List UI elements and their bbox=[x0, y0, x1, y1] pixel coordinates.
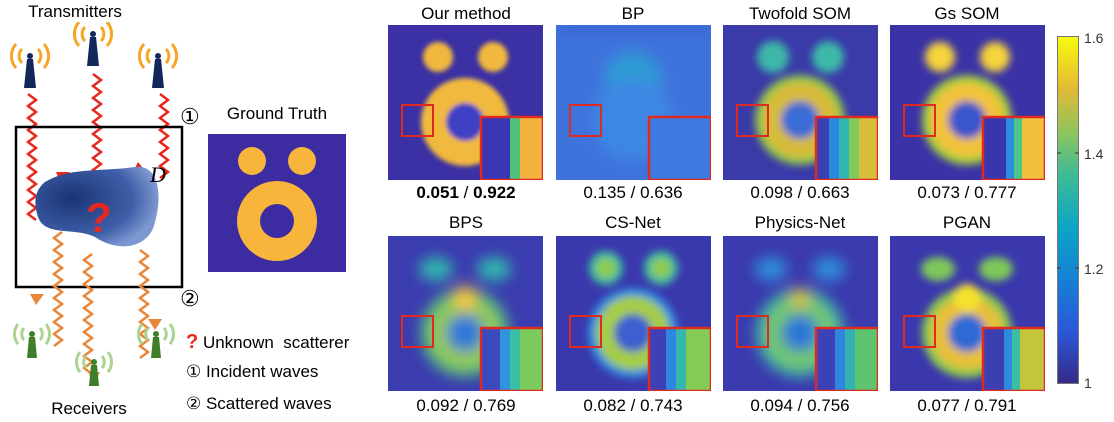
zoom-inset bbox=[647, 326, 711, 391]
zoom-inset bbox=[814, 115, 878, 180]
legend-unknown-mark: ? bbox=[186, 331, 199, 353]
transmitter-antenna-center bbox=[72, 22, 114, 66]
metric-b: 0.756 bbox=[807, 396, 850, 415]
panel-bp-image bbox=[556, 25, 711, 180]
legend-unknown-text: Unknown scatterer bbox=[202, 333, 350, 352]
zoom-inset bbox=[479, 326, 543, 391]
panel-title: Our method bbox=[421, 4, 511, 23]
metric-a: 0.135 bbox=[583, 183, 626, 202]
colorbar-tick: 1.2 bbox=[1084, 261, 1104, 277]
circled-two-marker: ② bbox=[180, 286, 200, 311]
receivers-label: Receivers bbox=[51, 399, 127, 418]
panel-title: BP bbox=[621, 4, 645, 23]
metric-a: 0.094 bbox=[750, 396, 793, 415]
colorbar-tick: 1.4 bbox=[1084, 146, 1104, 162]
panel-bps-image bbox=[388, 236, 543, 391]
panel-metric: 0.098 / 0.663 bbox=[720, 183, 880, 203]
zoom-inset bbox=[981, 115, 1045, 180]
metric-a: 0.077 bbox=[917, 396, 960, 415]
zoom-inset bbox=[647, 115, 711, 180]
domain-label: D bbox=[149, 162, 166, 187]
scattered-waves bbox=[51, 231, 151, 375]
receiver-antenna-right bbox=[137, 323, 175, 358]
ground-truth-title: Ground Truth bbox=[226, 104, 328, 123]
colorbar-tick: 1 bbox=[1084, 375, 1092, 391]
panel-title: Twofold SOM bbox=[748, 4, 852, 23]
transmitter-antenna-right bbox=[137, 43, 179, 88]
legend-unknown: ? Unknown scatterer bbox=[186, 331, 349, 354]
unknown-scatterer bbox=[35, 166, 159, 247]
panel-our-method-image bbox=[388, 25, 543, 180]
unknown-mark: ? bbox=[86, 194, 112, 241]
panel-pgan-image bbox=[890, 236, 1045, 391]
metric-b: 0.663 bbox=[807, 183, 850, 202]
metric-sep: / bbox=[458, 183, 474, 202]
panel-cs-net-image bbox=[556, 236, 711, 391]
colorbar bbox=[1057, 36, 1079, 384]
colorbar-tick: 1.6 bbox=[1084, 30, 1104, 46]
metric-a: 0.082 bbox=[583, 396, 626, 415]
metric-b: 0.743 bbox=[640, 396, 683, 415]
panel-metric: 0.073 / 0.777 bbox=[887, 183, 1047, 203]
zoom-inset bbox=[479, 115, 543, 180]
metric-a: 0.073 bbox=[917, 183, 960, 202]
domain-box bbox=[14, 125, 184, 289]
panel-gs-som-image bbox=[890, 25, 1045, 180]
metric-sep: / bbox=[792, 183, 808, 202]
receiver-antenna-left bbox=[13, 323, 51, 358]
metric-b: 0.769 bbox=[473, 396, 516, 415]
metric-sep: / bbox=[792, 396, 808, 415]
metric-sep: / bbox=[959, 396, 975, 415]
panel-metric: 0.051 / 0.922 bbox=[386, 183, 546, 203]
circled-one-marker: ① bbox=[180, 104, 200, 129]
transmitters-label: Transmitters bbox=[28, 2, 122, 21]
panel-metric: 0.092 / 0.769 bbox=[386, 396, 546, 416]
receiver-antenna-center bbox=[75, 351, 113, 386]
metric-b: 0.922 bbox=[473, 183, 516, 202]
metric-a: 0.092 bbox=[416, 396, 459, 415]
panel-title: CS-Net bbox=[605, 213, 661, 232]
metric-b: 0.791 bbox=[974, 396, 1017, 415]
panel-twofold-som-image bbox=[723, 25, 878, 180]
ground-truth-image bbox=[208, 134, 346, 272]
metric-sep: / bbox=[458, 396, 474, 415]
panel-metric: 0.135 / 0.636 bbox=[553, 183, 713, 203]
panel-title: BPS bbox=[448, 213, 484, 232]
metric-a: 0.098 bbox=[750, 183, 793, 202]
metric-sep: / bbox=[625, 183, 641, 202]
panel-metric: 0.094 / 0.756 bbox=[720, 396, 880, 416]
metric-b: 0.777 bbox=[974, 183, 1017, 202]
panel-metric: 0.082 / 0.743 bbox=[553, 396, 713, 416]
metric-b: 0.636 bbox=[640, 183, 683, 202]
transmitter-antenna-left bbox=[9, 43, 51, 88]
metric-a: 0.051 bbox=[416, 183, 459, 202]
legend-scattered: ② Scattered waves bbox=[186, 394, 332, 413]
zoom-inset bbox=[814, 326, 878, 391]
panel-physics-net-image bbox=[723, 236, 878, 391]
panel-title: Gs SOM bbox=[934, 4, 1000, 23]
zoom-inset bbox=[981, 326, 1045, 391]
metric-sep: / bbox=[959, 183, 975, 202]
metric-sep: / bbox=[625, 396, 641, 415]
panel-title: Physics-Net bbox=[754, 213, 846, 232]
panel-metric: 0.077 / 0.791 bbox=[887, 396, 1047, 416]
legend-incident: ① Incident waves bbox=[186, 362, 319, 381]
panel-title: PGAN bbox=[942, 213, 992, 232]
scattering-schematic: ? D bbox=[9, 22, 184, 386]
